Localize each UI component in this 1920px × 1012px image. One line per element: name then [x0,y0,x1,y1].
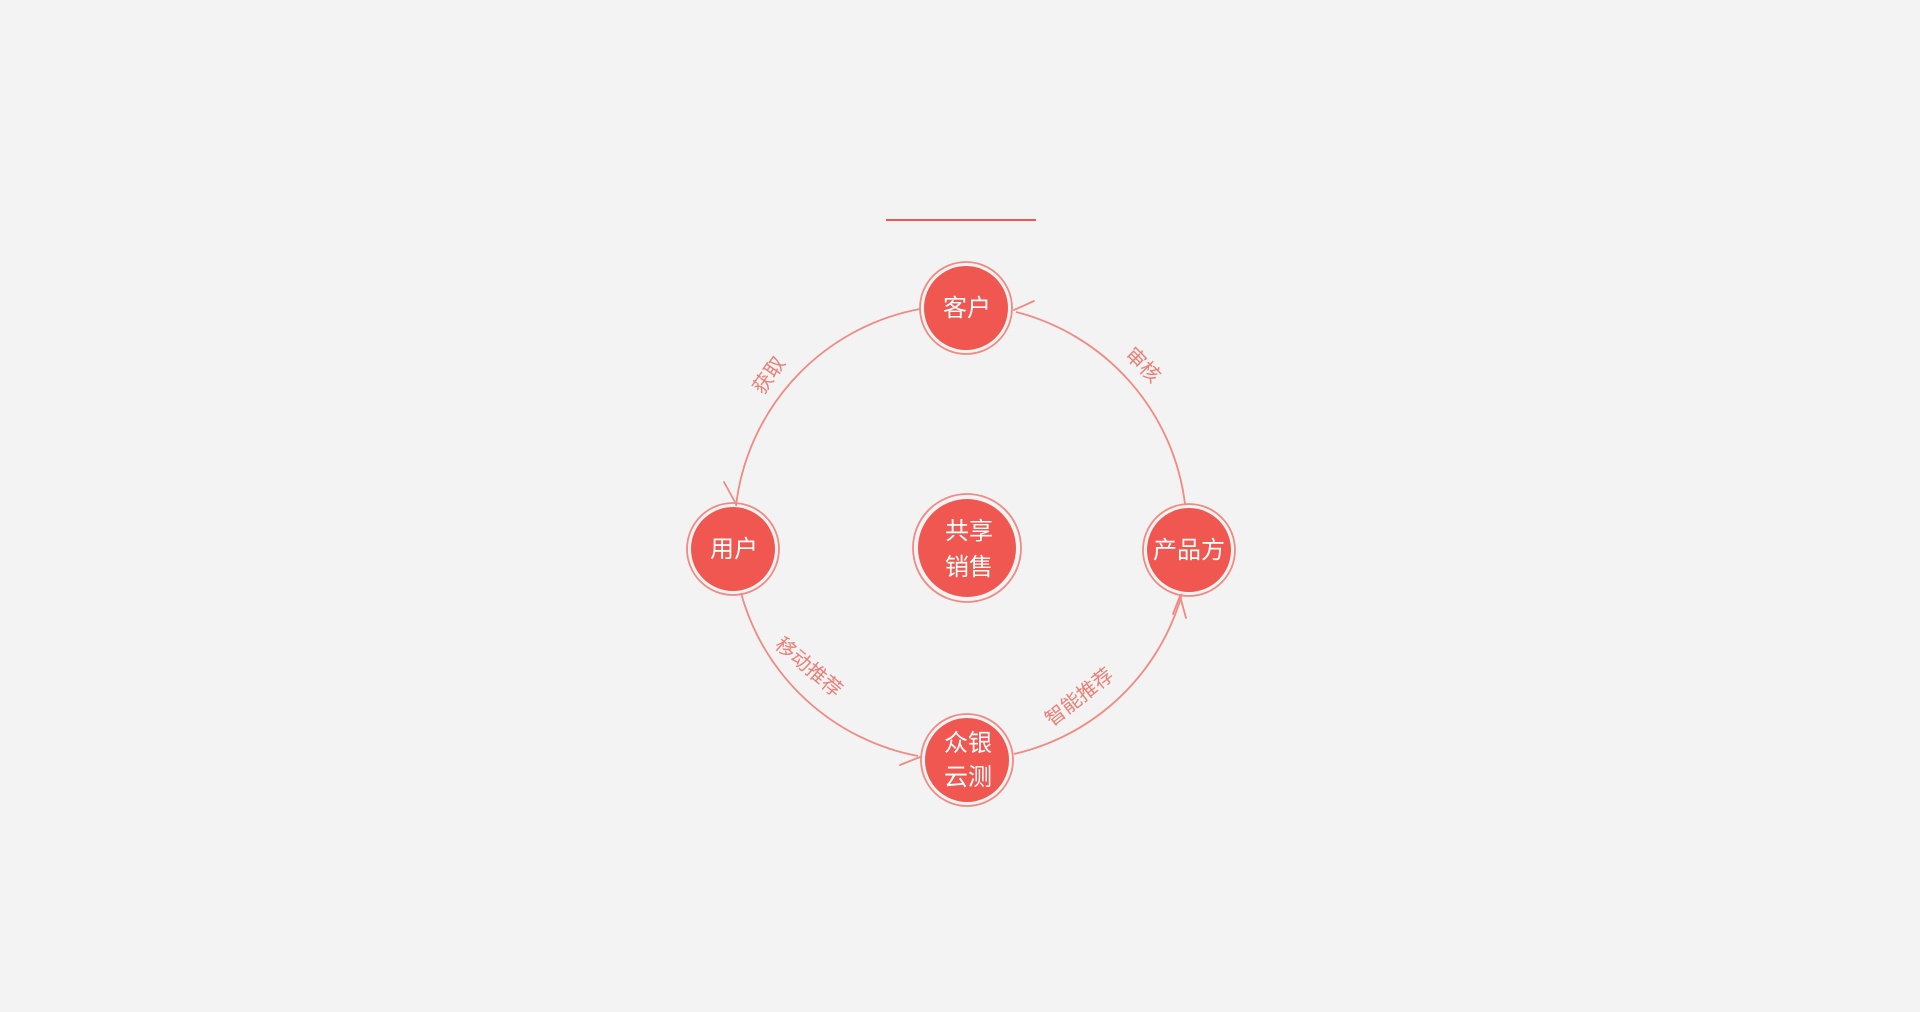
node-center-line1: 共享 [945,517,993,545]
node-center-line2: 销售 [945,553,993,581]
edge-label-top-right: 审核 [1120,342,1165,387]
node-right-label: 产品方 [1153,536,1225,564]
arrow-head-left [723,481,737,505]
node-top: 客户 [919,261,1013,355]
arrow-head-top [1013,300,1035,311]
node-left-label: 用户 [710,535,758,563]
arc-bottom-left [740,592,919,757]
edge-label-bottom-left: 移动推荐 [771,632,848,702]
node-top-label: 客户 [943,294,991,322]
arc-right-bottom [1013,593,1183,755]
edge-label-right-bottom: 智能推荐 [1040,663,1118,731]
node-bottom-line2: 云测 [944,763,992,791]
arc-left-top [735,308,921,507]
node-left: 用户 [686,502,780,596]
node-center: 共享 销售 [912,493,1022,603]
node-bottom: 众银 云测 [920,713,1014,807]
node-bottom-line1: 众银 [944,729,992,757]
arc-top-right [1015,311,1186,505]
arrow-head-bottom [899,756,921,766]
node-right: 产品方 [1142,503,1236,597]
